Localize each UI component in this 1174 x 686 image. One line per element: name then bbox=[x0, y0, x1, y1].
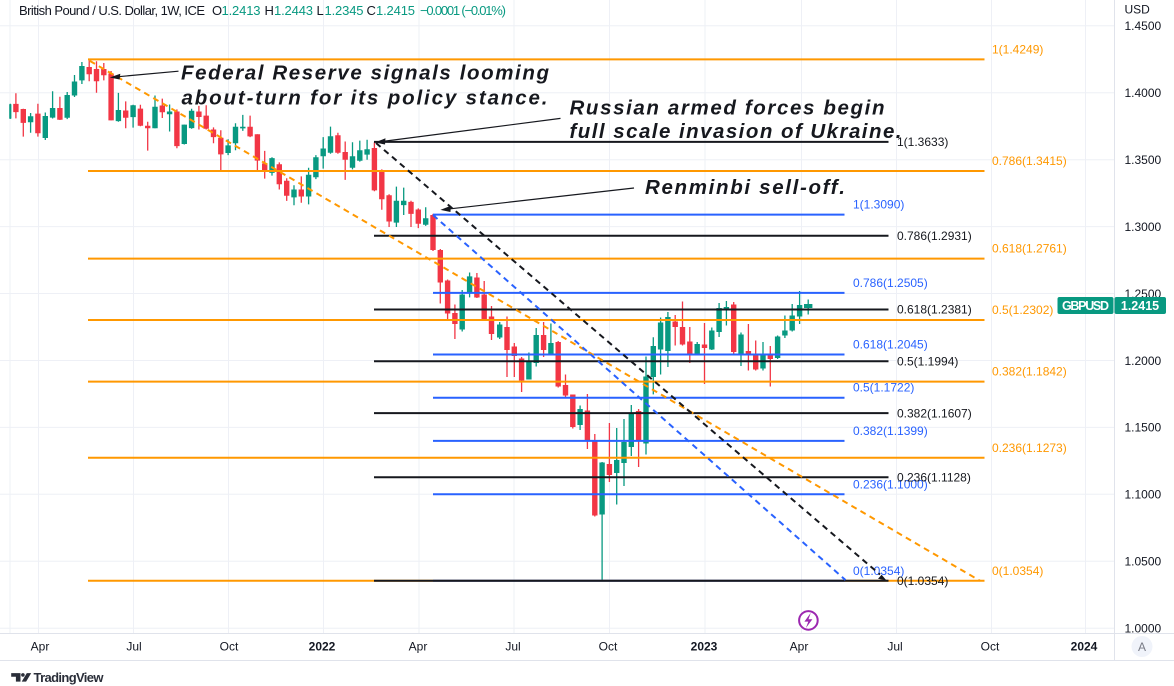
svg-text:H: H bbox=[265, 3, 274, 18]
svg-text:0.382(1.1399): 0.382(1.1399) bbox=[853, 424, 928, 438]
svg-text:1.2415: 1.2415 bbox=[376, 3, 415, 18]
svg-text:O: O bbox=[212, 3, 222, 18]
svg-text:0.236(1.1000): 0.236(1.1000) bbox=[853, 477, 928, 491]
svg-text:1.2413: 1.2413 bbox=[222, 3, 261, 18]
svg-text:1.1000: 1.1000 bbox=[1125, 488, 1162, 502]
svg-text:1.1500: 1.1500 bbox=[1125, 421, 1162, 435]
svg-text:0.5(1.1722): 0.5(1.1722) bbox=[853, 381, 914, 395]
svg-text:C: C bbox=[367, 3, 376, 18]
svg-text:0.618(1.2045): 0.618(1.2045) bbox=[853, 338, 928, 352]
svg-text:British Pound / U.S. Dollar, 1: British Pound / U.S. Dollar, 1W, ICE bbox=[19, 3, 205, 18]
svg-text:Renminbi sell-off.: Renminbi sell-off. bbox=[645, 176, 845, 199]
svg-text:1(1.4249): 1(1.4249) bbox=[992, 42, 1043, 56]
svg-text:1(1.3090): 1(1.3090) bbox=[853, 198, 904, 212]
svg-text:0.5(1.1994): 0.5(1.1994) bbox=[897, 355, 958, 369]
svg-text:Oct: Oct bbox=[220, 640, 239, 654]
svg-text:TradingView: TradingView bbox=[34, 670, 105, 685]
svg-text:1.4000: 1.4000 bbox=[1125, 86, 1162, 100]
svg-text:0.618(1.2381): 0.618(1.2381) bbox=[897, 303, 972, 317]
svg-text:0(1.0354): 0(1.0354) bbox=[853, 564, 904, 578]
svg-text:1.3500: 1.3500 bbox=[1125, 153, 1162, 167]
svg-text:0(1.0354): 0(1.0354) bbox=[992, 564, 1043, 578]
svg-text:0(1.0354): 0(1.0354) bbox=[897, 574, 948, 588]
svg-text:1(1.3633): 1(1.3633) bbox=[897, 135, 948, 149]
svg-text:Jul: Jul bbox=[505, 640, 520, 654]
svg-text:GBPUSD: GBPUSD bbox=[1062, 299, 1109, 313]
svg-text:L: L bbox=[317, 3, 324, 18]
svg-text:Federal Reserve signals loomin: Federal Reserve signals looming bbox=[181, 62, 549, 85]
svg-text:2022: 2022 bbox=[309, 640, 336, 654]
svg-text:1.2000: 1.2000 bbox=[1125, 354, 1162, 368]
svg-text:Apr: Apr bbox=[409, 640, 428, 654]
svg-text:Russian armed forces begin: Russian armed forces begin bbox=[570, 97, 885, 120]
svg-text:Oct: Oct bbox=[599, 640, 618, 654]
svg-text:Oct: Oct bbox=[981, 640, 1000, 654]
svg-text:0.5(1.2302): 0.5(1.2302) bbox=[992, 303, 1053, 317]
svg-text:0.236(1.1273): 0.236(1.1273) bbox=[992, 441, 1067, 455]
svg-text:0.618(1.2761): 0.618(1.2761) bbox=[992, 242, 1067, 256]
svg-text:Jul: Jul bbox=[126, 640, 141, 654]
svg-text:1.2443: 1.2443 bbox=[274, 3, 313, 18]
svg-text:0.786(1.2931): 0.786(1.2931) bbox=[897, 229, 972, 243]
svg-text:0.786(1.3415): 0.786(1.3415) bbox=[992, 154, 1067, 168]
svg-text:2023: 2023 bbox=[691, 640, 718, 654]
svg-text:1.4500: 1.4500 bbox=[1125, 19, 1162, 33]
svg-text:0.786(1.2505): 0.786(1.2505) bbox=[853, 276, 928, 290]
svg-text:0.382(1.1607): 0.382(1.1607) bbox=[897, 406, 972, 420]
svg-text:2024: 2024 bbox=[1071, 640, 1098, 654]
svg-text:1.0500: 1.0500 bbox=[1125, 555, 1162, 569]
svg-text:1.3000: 1.3000 bbox=[1125, 220, 1162, 234]
svg-text:full scale invasion of Ukraine: full scale invasion of Ukraine. bbox=[570, 120, 902, 143]
svg-text:Apr: Apr bbox=[31, 640, 50, 654]
svg-text:about-turn for its policy stan: about-turn for its policy stance. bbox=[182, 87, 548, 110]
svg-text:1.2345: 1.2345 bbox=[325, 3, 364, 18]
svg-text:0.236(1.1128): 0.236(1.1128) bbox=[897, 470, 971, 484]
svg-text:1.2415: 1.2415 bbox=[1121, 299, 1159, 313]
svg-text:0.382(1.1842): 0.382(1.1842) bbox=[992, 365, 1067, 379]
svg-text:Apr: Apr bbox=[790, 640, 809, 654]
svg-text:A: A bbox=[1138, 640, 1146, 654]
svg-text:USD: USD bbox=[1125, 2, 1151, 16]
svg-text:Jul: Jul bbox=[887, 640, 902, 654]
svg-text:1.0000: 1.0000 bbox=[1125, 622, 1162, 636]
svg-text:−0.0001 (−0.01%): −0.0001 (−0.01%) bbox=[420, 3, 506, 18]
